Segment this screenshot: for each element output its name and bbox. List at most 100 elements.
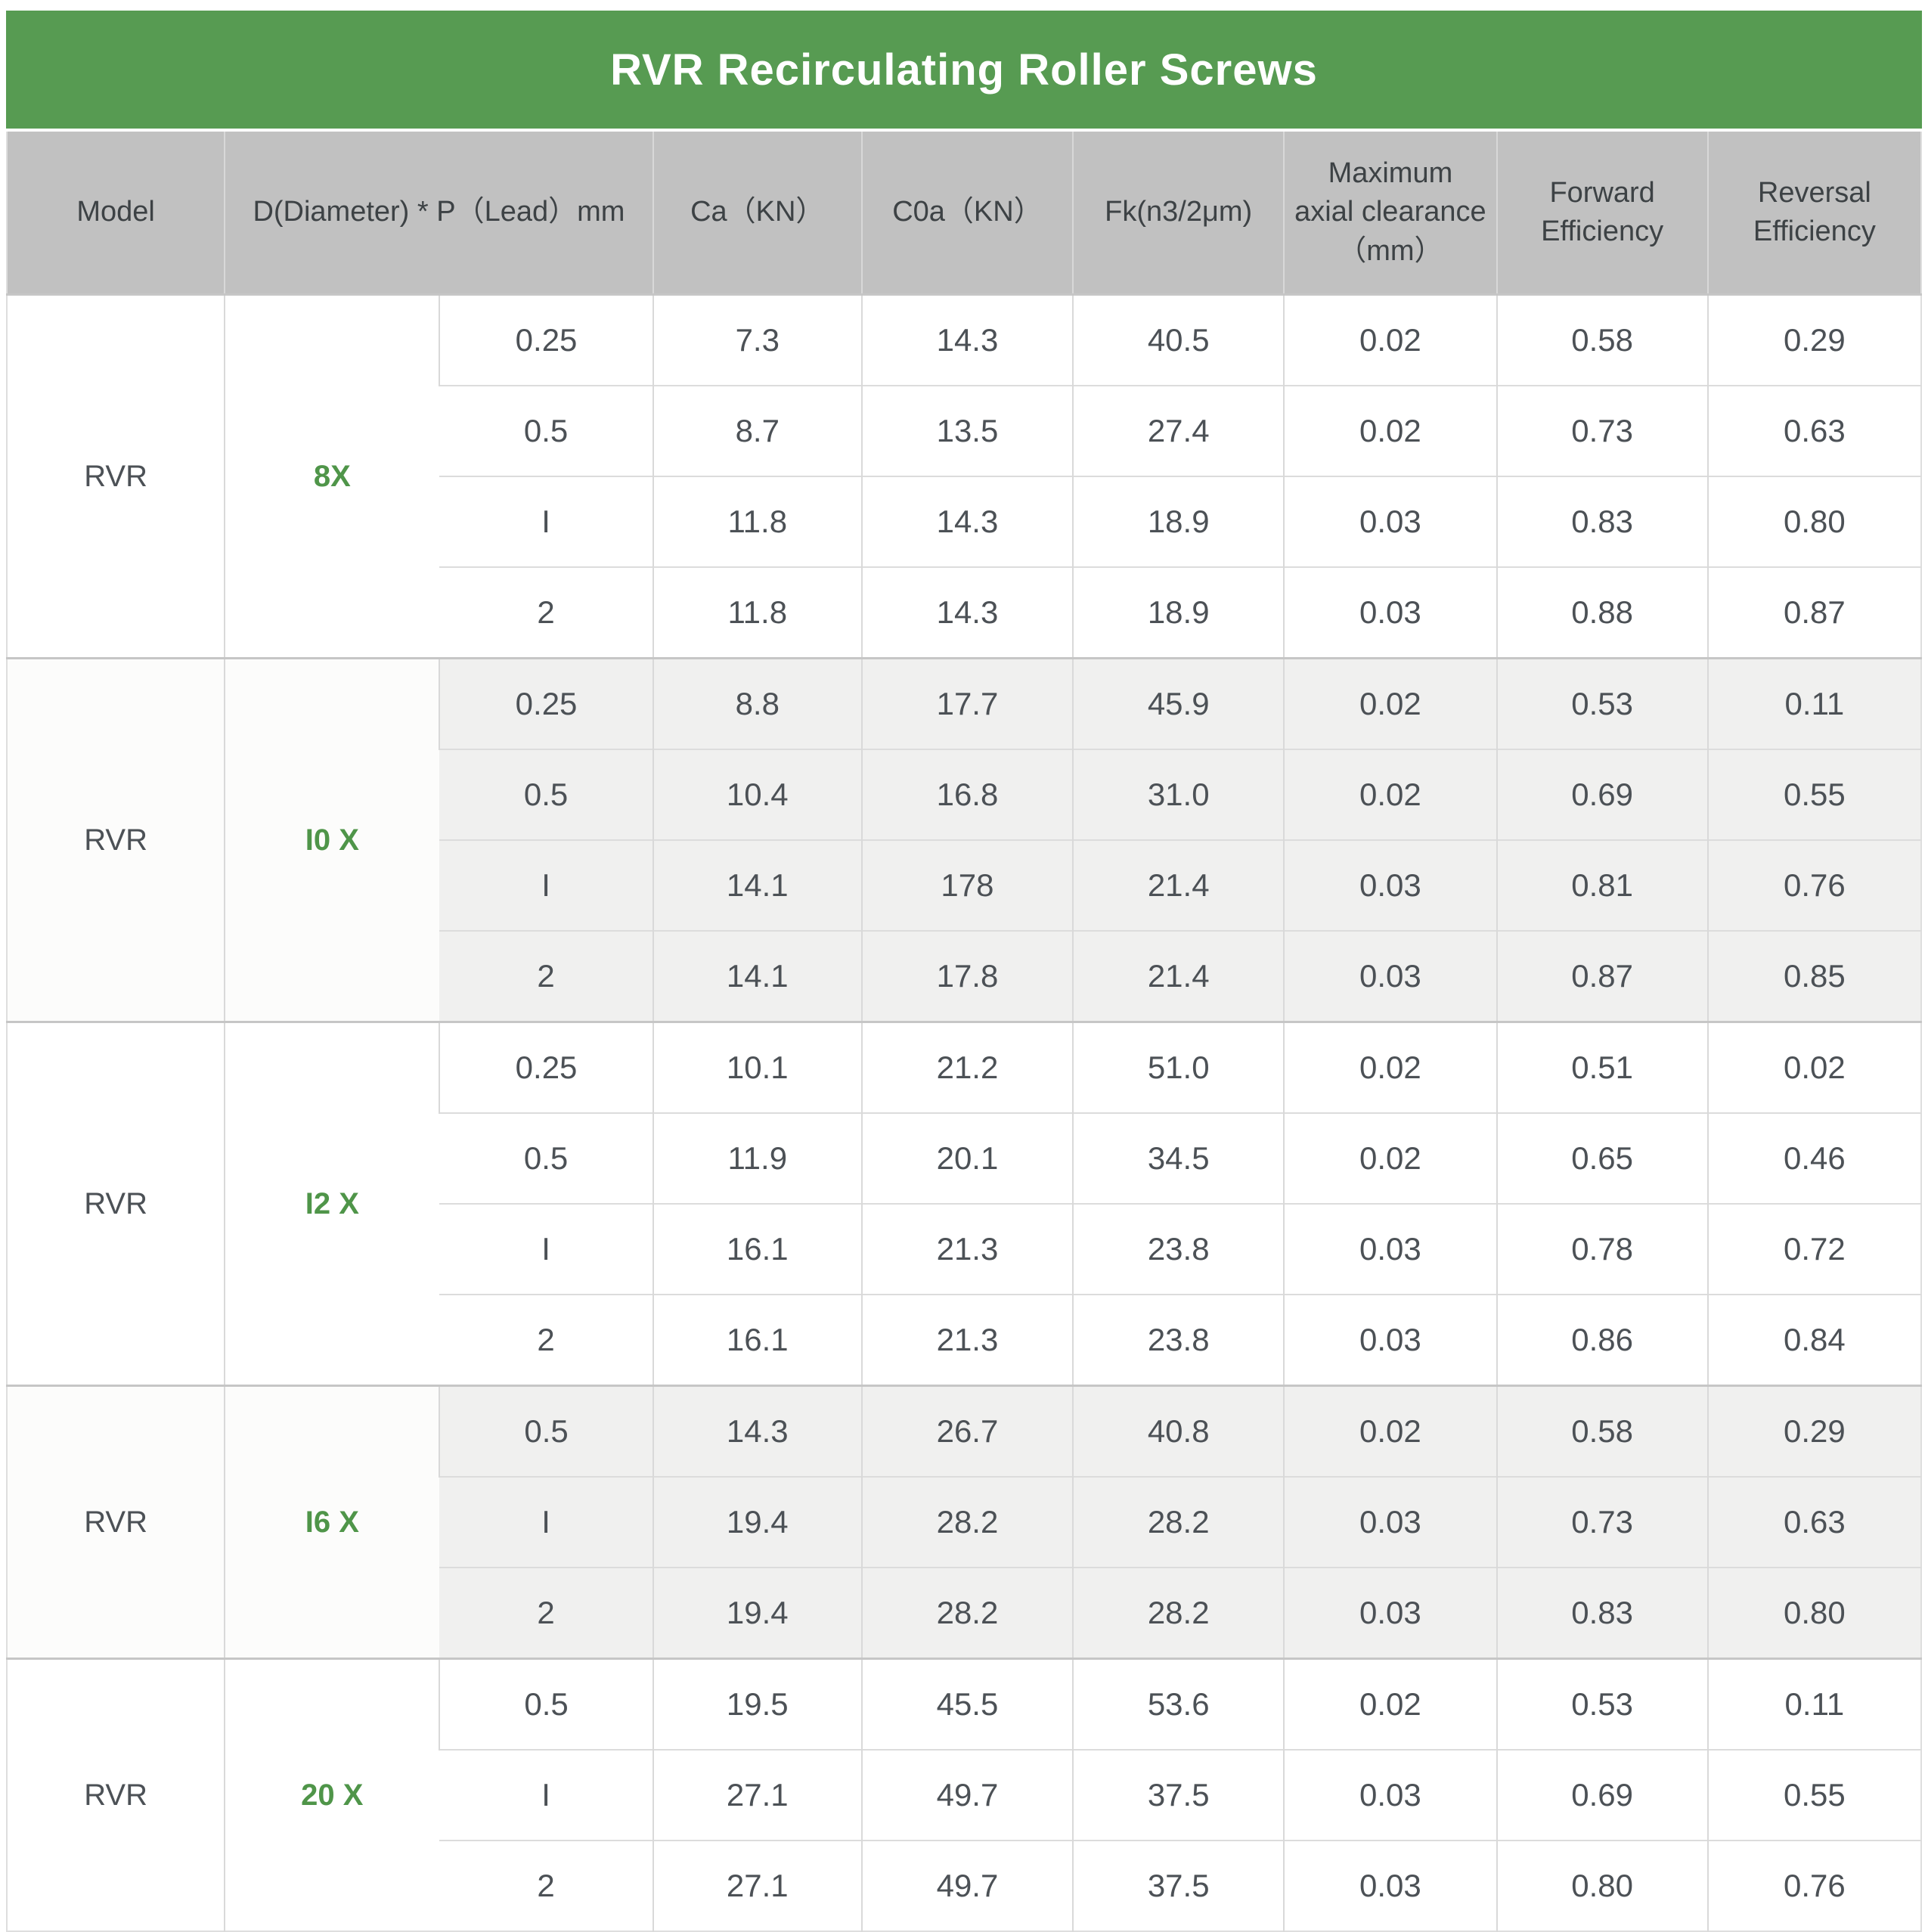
model-cell: RVR xyxy=(7,1658,225,1931)
table-row: 2 19.4 28.2 28.2 0.03 0.83 0.80 xyxy=(7,1567,1921,1659)
lead-cell: 2 xyxy=(439,566,653,659)
value-cell: 0.29 xyxy=(1706,1385,1921,1477)
value-cell: 26.7 xyxy=(860,1385,1074,1477)
value-cell: 0.02 xyxy=(1283,293,1497,386)
column-header-reversal-efficiency: Reversal Efficiency xyxy=(1706,132,1921,295)
value-cell: 0.78 xyxy=(1496,1203,1708,1295)
value-cell: 18.9 xyxy=(1072,476,1285,567)
value-cell: 0.55 xyxy=(1706,1749,1921,1841)
value-cell: 28.2 xyxy=(1072,1567,1285,1659)
value-cell: 10.4 xyxy=(652,749,862,840)
lead-cell: 0.5 xyxy=(439,1385,653,1477)
diameter-cell: I6 X xyxy=(224,1385,440,1659)
column-header-fk: Fk(n3/2μm) xyxy=(1072,132,1285,295)
value-cell: 0.03 xyxy=(1283,1476,1497,1568)
lead-cell: I xyxy=(439,1203,653,1295)
value-cell: 0.29 xyxy=(1706,293,1921,386)
value-cell: 0.55 xyxy=(1706,749,1921,840)
value-cell: 31.0 xyxy=(1072,749,1285,840)
column-header-forward-efficiency: Forward Efficiency xyxy=(1496,132,1708,295)
lead-cell: I xyxy=(439,476,653,567)
diameter-cell: I0 X xyxy=(224,657,440,1022)
column-header-model: Model xyxy=(7,132,225,295)
value-cell: 0.76 xyxy=(1706,1840,1921,1931)
value-cell: 0.03 xyxy=(1283,476,1497,567)
value-cell: 19.4 xyxy=(652,1476,862,1568)
value-cell: 53.6 xyxy=(1072,1658,1285,1750)
table-row: 2 14.1 17.8 21.4 0.03 0.87 0.85 xyxy=(7,930,1921,1022)
table-row: I 14.1 178 21.4 0.03 0.81 0.76 xyxy=(7,839,1921,931)
table-row: I 11.8 14.3 18.9 0.03 0.83 0.80 xyxy=(7,476,1921,567)
value-cell: 11.8 xyxy=(652,476,862,567)
value-cell: 0.03 xyxy=(1283,1567,1497,1659)
value-cell: 0.02 xyxy=(1283,1658,1497,1750)
value-cell: 11.9 xyxy=(652,1112,862,1204)
value-cell: 0.73 xyxy=(1496,1476,1708,1568)
value-cell: 0.02 xyxy=(1283,1112,1497,1204)
value-cell: 0.85 xyxy=(1706,930,1921,1022)
value-cell: 0.69 xyxy=(1496,1749,1708,1841)
value-cell: 178 xyxy=(860,839,1074,931)
value-cell: 34.5 xyxy=(1072,1112,1285,1204)
lead-cell: 0.5 xyxy=(439,749,653,840)
diameter-cell: 20 X xyxy=(224,1658,440,1931)
value-cell: 40.8 xyxy=(1072,1385,1285,1477)
value-cell: 0.46 xyxy=(1706,1112,1921,1204)
value-cell: 8.7 xyxy=(652,385,862,476)
value-cell: 16.1 xyxy=(652,1294,862,1386)
value-cell: 23.8 xyxy=(1072,1294,1285,1386)
value-cell: 0.72 xyxy=(1706,1203,1921,1295)
lead-cell: I xyxy=(439,1476,653,1568)
value-cell: 0.02 xyxy=(1283,749,1497,840)
value-cell: 0.51 xyxy=(1496,1021,1708,1113)
value-cell: 0.02 xyxy=(1283,1021,1497,1113)
table-row: RVR I2 X 0.25 10.1 21.2 51.0 0.02 0.51 0.02 xyxy=(7,1021,1921,1386)
spec-table: Model D(Diameter) * P（Lead）mm Ca（KN） C0a… xyxy=(6,132,1922,1932)
value-cell: 0.86 xyxy=(1496,1294,1708,1386)
value-cell: 0.80 xyxy=(1706,476,1921,567)
lead-cell: 2 xyxy=(439,930,653,1022)
value-cell: 17.7 xyxy=(860,657,1074,749)
table-row: RVR I6 X 0.5 14.3 26.7 40.8 0.02 0.58 0.29 xyxy=(7,1385,1921,1659)
value-cell: 0.11 xyxy=(1706,657,1921,749)
value-cell: 14.3 xyxy=(860,293,1074,386)
value-cell: 21.4 xyxy=(1072,839,1285,931)
value-cell: 0.83 xyxy=(1496,476,1708,567)
model-cell: RVR xyxy=(7,657,225,1022)
value-cell: 16.8 xyxy=(860,749,1074,840)
value-cell: 0.03 xyxy=(1283,1749,1497,1841)
value-cell: 0.80 xyxy=(1706,1567,1921,1659)
value-cell: 10.1 xyxy=(652,1021,862,1113)
value-cell: 0.03 xyxy=(1283,1840,1497,1931)
lead-cell: 0.25 xyxy=(439,657,653,749)
value-cell: 23.8 xyxy=(1072,1203,1285,1295)
value-cell: 49.7 xyxy=(860,1840,1074,1931)
value-cell: 21.2 xyxy=(860,1021,1074,1113)
value-cell: 28.2 xyxy=(860,1476,1074,1568)
table-row: I 16.1 21.3 23.8 0.03 0.78 0.72 xyxy=(7,1203,1921,1295)
value-cell: 14.1 xyxy=(652,839,862,931)
table-body: RVR 8X 0.25 7.3 14.3 40.5 0.02 0.58 0.29 0.5 8.7 13… xyxy=(7,293,1921,1931)
value-cell: 21.4 xyxy=(1072,930,1285,1022)
value-cell: 0.63 xyxy=(1706,1476,1921,1568)
lead-cell: 0.25 xyxy=(439,1021,653,1113)
lead-cell: 0.5 xyxy=(439,385,653,476)
value-cell: 0.58 xyxy=(1496,1385,1708,1477)
value-cell: 11.8 xyxy=(652,566,862,659)
value-cell: 14.3 xyxy=(860,566,1074,659)
value-cell: 27.1 xyxy=(652,1749,862,1841)
table-row: 0.5 11.9 20.1 34.5 0.02 0.65 0.46 xyxy=(7,1112,1921,1204)
model-cell: RVR xyxy=(7,1021,225,1386)
value-cell: 0.03 xyxy=(1283,1203,1497,1295)
lead-cell: I xyxy=(439,1749,653,1841)
value-cell: 0.03 xyxy=(1283,566,1497,659)
model-cell: RVR xyxy=(7,1385,225,1659)
page: RVR Recirculating Roller Screws Model D(… xyxy=(6,11,1922,1932)
value-cell: 0.81 xyxy=(1496,839,1708,931)
column-header-ca: Ca（KN） xyxy=(652,132,862,295)
column-header-diameter-lead: D(Diameter) * P（Lead）mm xyxy=(224,132,653,295)
table-row: 2 16.1 21.3 23.8 0.03 0.86 0.84 xyxy=(7,1294,1921,1386)
value-cell: 7.3 xyxy=(652,293,862,386)
table-row: RVR 8X 0.25 7.3 14.3 40.5 0.02 0.58 0.29 xyxy=(7,293,1921,659)
lead-cell: 2 xyxy=(439,1567,653,1659)
